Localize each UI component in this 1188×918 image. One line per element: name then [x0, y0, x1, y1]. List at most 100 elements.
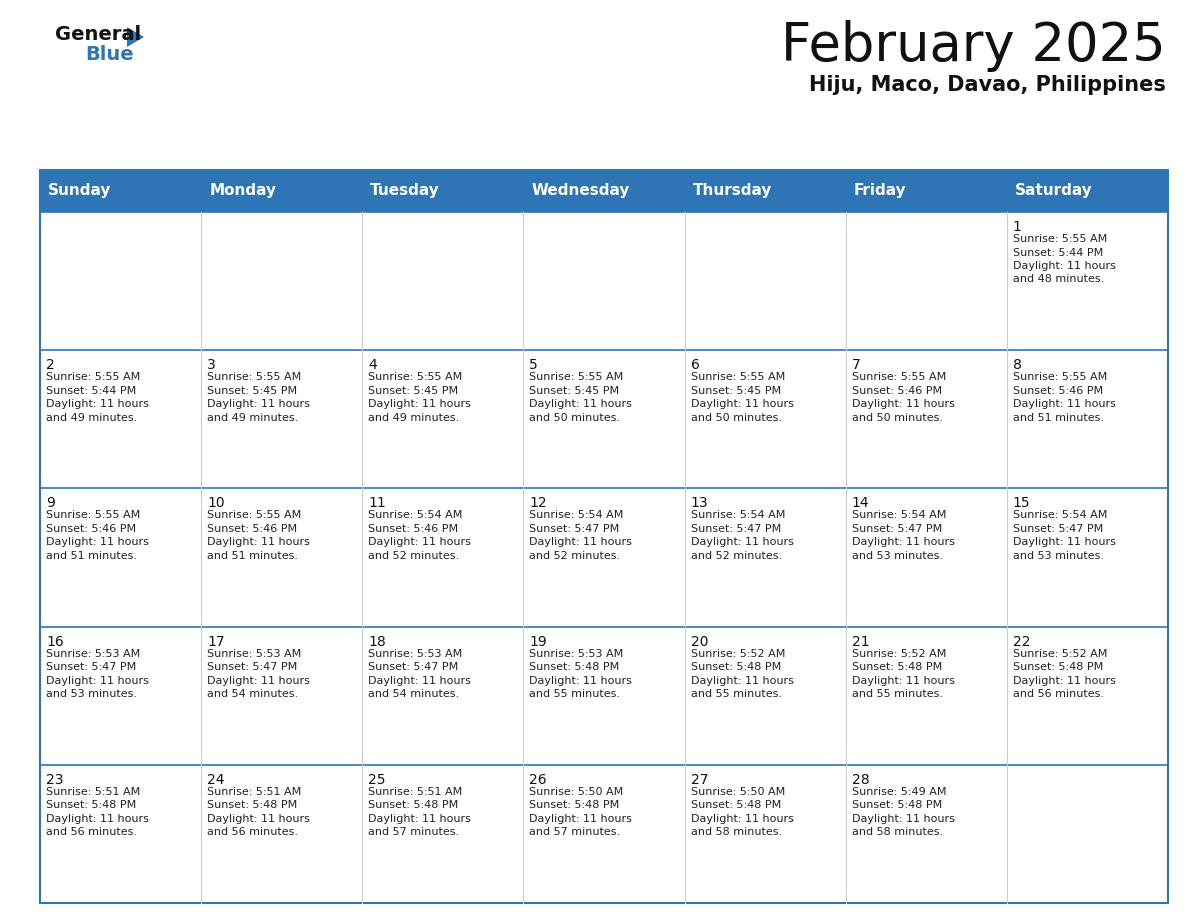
Text: Sunrise: 5:55 AM: Sunrise: 5:55 AM [1013, 372, 1107, 382]
Text: Daylight: 11 hours: Daylight: 11 hours [207, 676, 310, 686]
Text: 25: 25 [368, 773, 386, 787]
Text: 23: 23 [46, 773, 63, 787]
Bar [362, 765, 524, 903]
Text: Daylight: 11 hours: Daylight: 11 hours [690, 676, 794, 686]
Text: Sunset: 5:48 PM: Sunset: 5:48 PM [530, 662, 620, 672]
Text: Saturday: Saturday [1015, 184, 1093, 198]
Text: Daylight: 11 hours: Daylight: 11 hours [852, 813, 955, 823]
Text: Sunrise: 5:50 AM: Sunrise: 5:50 AM [690, 787, 785, 797]
Bar [40, 212, 201, 350]
Bar [684, 170, 846, 212]
Bar [524, 488, 684, 627]
Text: and 50 minutes.: and 50 minutes. [852, 413, 943, 422]
Text: and 51 minutes.: and 51 minutes. [1013, 413, 1104, 422]
Text: Daylight: 11 hours: Daylight: 11 hours [368, 537, 472, 547]
Text: 19: 19 [530, 634, 548, 649]
Text: and 53 minutes.: and 53 minutes. [852, 551, 943, 561]
Bar [362, 212, 524, 350]
Bar [362, 350, 524, 488]
Text: and 56 minutes.: and 56 minutes. [1013, 689, 1104, 700]
Bar [40, 350, 201, 488]
Text: 17: 17 [207, 634, 225, 649]
Bar [40, 627, 201, 765]
Text: Sunrise: 5:55 AM: Sunrise: 5:55 AM [1013, 234, 1107, 244]
Text: Sunset: 5:48 PM: Sunset: 5:48 PM [852, 800, 942, 811]
Text: and 48 minutes.: and 48 minutes. [1013, 274, 1104, 285]
Bar [684, 765, 846, 903]
Text: Sunset: 5:48 PM: Sunset: 5:48 PM [368, 800, 459, 811]
Text: Sunrise: 5:55 AM: Sunrise: 5:55 AM [690, 372, 785, 382]
Text: Wednesday: Wednesday [531, 184, 630, 198]
Text: Daylight: 11 hours: Daylight: 11 hours [207, 537, 310, 547]
Text: Daylight: 11 hours: Daylight: 11 hours [46, 399, 148, 409]
Text: Sunset: 5:46 PM: Sunset: 5:46 PM [1013, 386, 1102, 396]
Text: and 52 minutes.: and 52 minutes. [368, 551, 460, 561]
Bar [524, 765, 684, 903]
Text: 12: 12 [530, 497, 546, 510]
Text: Sunrise: 5:50 AM: Sunrise: 5:50 AM [530, 787, 624, 797]
Text: and 50 minutes.: and 50 minutes. [690, 413, 782, 422]
Text: Sunset: 5:46 PM: Sunset: 5:46 PM [368, 524, 459, 534]
Text: Sunset: 5:46 PM: Sunset: 5:46 PM [46, 524, 137, 534]
Text: 28: 28 [852, 773, 870, 787]
Text: Sunset: 5:46 PM: Sunset: 5:46 PM [207, 524, 297, 534]
Bar [684, 212, 846, 350]
Text: and 49 minutes.: and 49 minutes. [368, 413, 460, 422]
Bar [684, 350, 846, 488]
Text: Hiju, Maco, Davao, Philippines: Hiju, Maco, Davao, Philippines [809, 75, 1165, 95]
Text: 3: 3 [207, 358, 216, 372]
Text: and 55 minutes.: and 55 minutes. [852, 689, 943, 700]
Text: Sunset: 5:44 PM: Sunset: 5:44 PM [1013, 248, 1104, 258]
Text: Tuesday: Tuesday [371, 184, 440, 198]
Bar [846, 627, 1007, 765]
Text: 27: 27 [690, 773, 708, 787]
Text: Sunset: 5:48 PM: Sunset: 5:48 PM [852, 662, 942, 672]
Polygon shape [127, 27, 144, 47]
Text: 22: 22 [1013, 634, 1030, 649]
Text: Sunset: 5:48 PM: Sunset: 5:48 PM [690, 800, 781, 811]
Text: Daylight: 11 hours: Daylight: 11 hours [1013, 399, 1116, 409]
Text: 18: 18 [368, 634, 386, 649]
Text: Daylight: 11 hours: Daylight: 11 hours [690, 813, 794, 823]
Text: Sunrise: 5:53 AM: Sunrise: 5:53 AM [368, 649, 462, 658]
Text: Sunset: 5:47 PM: Sunset: 5:47 PM [530, 524, 620, 534]
Text: 4: 4 [368, 358, 377, 372]
Text: Sunrise: 5:52 AM: Sunrise: 5:52 AM [690, 649, 785, 658]
Bar [40, 170, 1168, 903]
Text: Sunset: 5:47 PM: Sunset: 5:47 PM [46, 662, 137, 672]
Text: and 49 minutes.: and 49 minutes. [207, 413, 298, 422]
Text: 10: 10 [207, 497, 225, 510]
Text: Sunset: 5:47 PM: Sunset: 5:47 PM [1013, 524, 1104, 534]
Text: Sunrise: 5:52 AM: Sunrise: 5:52 AM [852, 649, 946, 658]
Bar [362, 170, 524, 212]
Bar [1007, 627, 1168, 765]
Text: Sunrise: 5:55 AM: Sunrise: 5:55 AM [46, 372, 140, 382]
Bar [846, 350, 1007, 488]
Text: and 51 minutes.: and 51 minutes. [46, 551, 137, 561]
Text: and 58 minutes.: and 58 minutes. [852, 827, 943, 837]
Text: and 55 minutes.: and 55 minutes. [530, 689, 620, 700]
Bar [1007, 170, 1168, 212]
Text: Daylight: 11 hours: Daylight: 11 hours [530, 813, 632, 823]
Text: Sunrise: 5:55 AM: Sunrise: 5:55 AM [46, 510, 140, 521]
Text: 14: 14 [852, 497, 870, 510]
Text: 15: 15 [1013, 497, 1030, 510]
Bar [362, 627, 524, 765]
Bar [40, 765, 201, 903]
Text: Daylight: 11 hours: Daylight: 11 hours [530, 399, 632, 409]
Bar [684, 488, 846, 627]
Text: Sunset: 5:48 PM: Sunset: 5:48 PM [207, 800, 297, 811]
Bar [846, 765, 1007, 903]
Text: Blue: Blue [86, 45, 133, 64]
Bar [846, 488, 1007, 627]
Bar [684, 627, 846, 765]
Text: 5: 5 [530, 358, 538, 372]
Text: Sunset: 5:48 PM: Sunset: 5:48 PM [690, 662, 781, 672]
Text: Daylight: 11 hours: Daylight: 11 hours [46, 537, 148, 547]
Bar [524, 170, 684, 212]
Bar [1007, 350, 1168, 488]
Text: Daylight: 11 hours: Daylight: 11 hours [530, 676, 632, 686]
Text: Sunset: 5:46 PM: Sunset: 5:46 PM [852, 386, 942, 396]
Text: Daylight: 11 hours: Daylight: 11 hours [368, 399, 472, 409]
Text: Sunset: 5:48 PM: Sunset: 5:48 PM [530, 800, 620, 811]
